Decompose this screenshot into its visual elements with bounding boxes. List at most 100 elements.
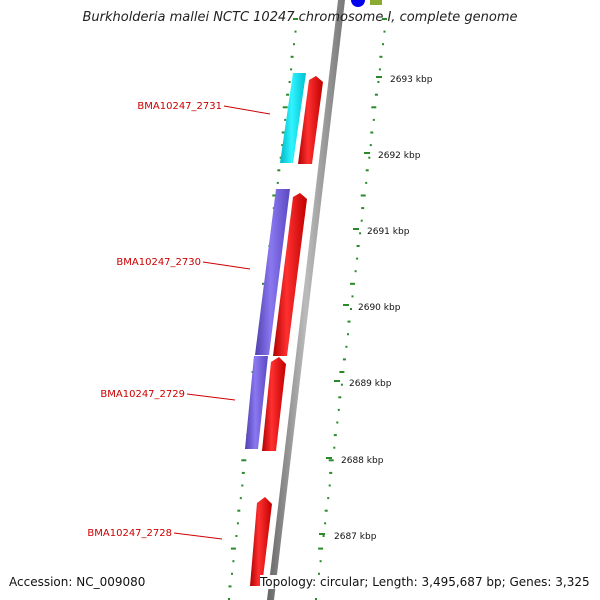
gc-dot-outer: [356, 245, 360, 247]
gene-label-2731[interactable]: BMA10247_2731: [137, 101, 222, 112]
gc-dot-outer: [324, 509, 328, 512]
feature-cyan[interactable]: [280, 73, 306, 163]
cds-arrow-2730[interactable]: [273, 193, 307, 356]
feature-purple-upper[interactable]: [255, 189, 290, 355]
gc-dot-inner: [232, 560, 235, 563]
gc-dot-inner: [239, 497, 242, 500]
gc-dot-inner: [282, 106, 288, 109]
gc-dot-outer: [369, 144, 372, 147]
gc-dot-outer: [333, 434, 337, 437]
map-title: Burkholderia mallei NCTC 10247 chromosom…: [82, 10, 518, 25]
gc-dot-outer: [347, 320, 351, 323]
gc-dot-inner: [228, 598, 230, 600]
gc-dot-inner: [294, 30, 297, 33]
gc-dot-outer: [337, 408, 340, 411]
gc-dot-outer: [382, 18, 387, 20]
gc-dot-outer: [336, 421, 339, 424]
gc-dot-outer: [345, 345, 348, 348]
gc-dot-inner: [281, 144, 284, 147]
leader-line-2729: [186, 393, 236, 401]
gc-dot-outer: [365, 169, 369, 172]
gc-dot-outer: [350, 308, 352, 310]
tick-label-2693: 2693 kbp: [390, 75, 433, 85]
gc-dot-outer: [370, 131, 374, 134]
gc-dot-inner: [228, 585, 232, 588]
gc-dot-inner: [286, 93, 290, 96]
gc-dot-inner: [241, 459, 247, 462]
gc-dot-inner: [236, 522, 239, 525]
gc-dot-outer: [342, 358, 346, 361]
gc-dot-outer: [360, 219, 363, 222]
gc-dot-outer: [322, 535, 325, 537]
marker-olive: [370, 0, 382, 5]
gc-dot-outer: [329, 471, 333, 474]
gc-dot-outer: [383, 30, 386, 33]
gc-dot-outer: [324, 522, 327, 525]
gc-dot-inner: [288, 81, 291, 83]
accession-text: Accession: NC_009080: [9, 575, 146, 589]
gc-dot-outer: [365, 181, 368, 184]
cds-arrow-2729[interactable]: [262, 357, 286, 451]
gene-label-2730[interactable]: BMA10247_2730: [116, 257, 201, 268]
tick-label-2691: 2691 kbp: [367, 227, 410, 237]
gc-dot-outer: [328, 459, 334, 462]
gc-dot-inner: [241, 484, 244, 487]
tick-label-2690: 2690 kbp: [358, 303, 401, 313]
gc-dot-outer: [350, 282, 355, 285]
leader-line-2730: [202, 261, 251, 270]
gc-dot-inner: [272, 194, 278, 197]
gc-dot-inner: [290, 55, 294, 58]
gc-dot-outer: [328, 484, 331, 487]
gc-dot-outer: [377, 81, 380, 83]
topology-text: Topology: circular; Length: 3,495,687 bp…: [260, 575, 590, 589]
gc-dot-outer: [356, 257, 359, 260]
gc-dot-inner: [293, 43, 295, 46]
gc-dot-outer: [374, 93, 378, 96]
gc-dot-outer: [338, 396, 342, 399]
gc-dot-outer: [315, 598, 317, 600]
gene-label-2729[interactable]: BMA10247_2729: [100, 389, 185, 400]
gc-dot-outer: [327, 497, 330, 500]
gc-track-outer: [315, 18, 387, 600]
gc-dot-outer: [359, 232, 362, 235]
gc-dot-outer: [340, 383, 343, 386]
gc-dot-inner: [290, 68, 293, 71]
gc-dot-inner: [231, 572, 233, 575]
gc-dot-inner: [284, 118, 287, 121]
marker-blue: [351, 0, 365, 7]
tick-label-2692: 2692 kbp: [378, 151, 421, 161]
cds-arrow-2728[interactable]: [250, 497, 272, 586]
tick-label-2687: 2687 kbp: [334, 532, 377, 542]
gc-dot-outer: [360, 194, 366, 197]
gc-dot-inner: [237, 509, 241, 512]
gc-dot-inner: [279, 156, 282, 159]
gc-dot-outer: [351, 295, 354, 298]
gc-dot-inner: [293, 18, 298, 20]
gc-dot-outer: [333, 446, 336, 449]
gc-dot-outer: [378, 68, 381, 71]
gc-dot-outer: [319, 560, 322, 563]
gc-dot-inner: [230, 547, 236, 550]
gc-dot-outer: [318, 547, 324, 550]
leader-line-2728: [173, 532, 223, 540]
gc-dot-outer: [371, 106, 377, 109]
feature-purple-lower[interactable]: [245, 356, 268, 449]
gc-dot-outer: [379, 55, 383, 58]
gc-dot-outer: [354, 270, 357, 273]
chromosome-backbone: [267, 0, 345, 600]
gene-label-2728[interactable]: BMA10247_2728: [87, 528, 172, 539]
cds-arrow-2731[interactable]: [298, 76, 323, 164]
gc-dot-inner: [281, 131, 285, 134]
gc-dot-outer: [368, 156, 371, 159]
gc-dot-inner: [235, 535, 238, 537]
tick-label-2688: 2688 kbp: [341, 456, 384, 466]
leader-line-2731: [223, 105, 271, 115]
gc-dot-outer: [382, 43, 384, 46]
gc-dot-inner: [276, 181, 279, 184]
gc-dot-outer: [318, 572, 320, 575]
scale-ticks: 2693 kbp 2692 kbp 2691 kbp 2690 kbp 2689…: [319, 75, 433, 542]
gc-dot-outer: [339, 371, 345, 373]
gc-dot-outer: [361, 207, 365, 210]
